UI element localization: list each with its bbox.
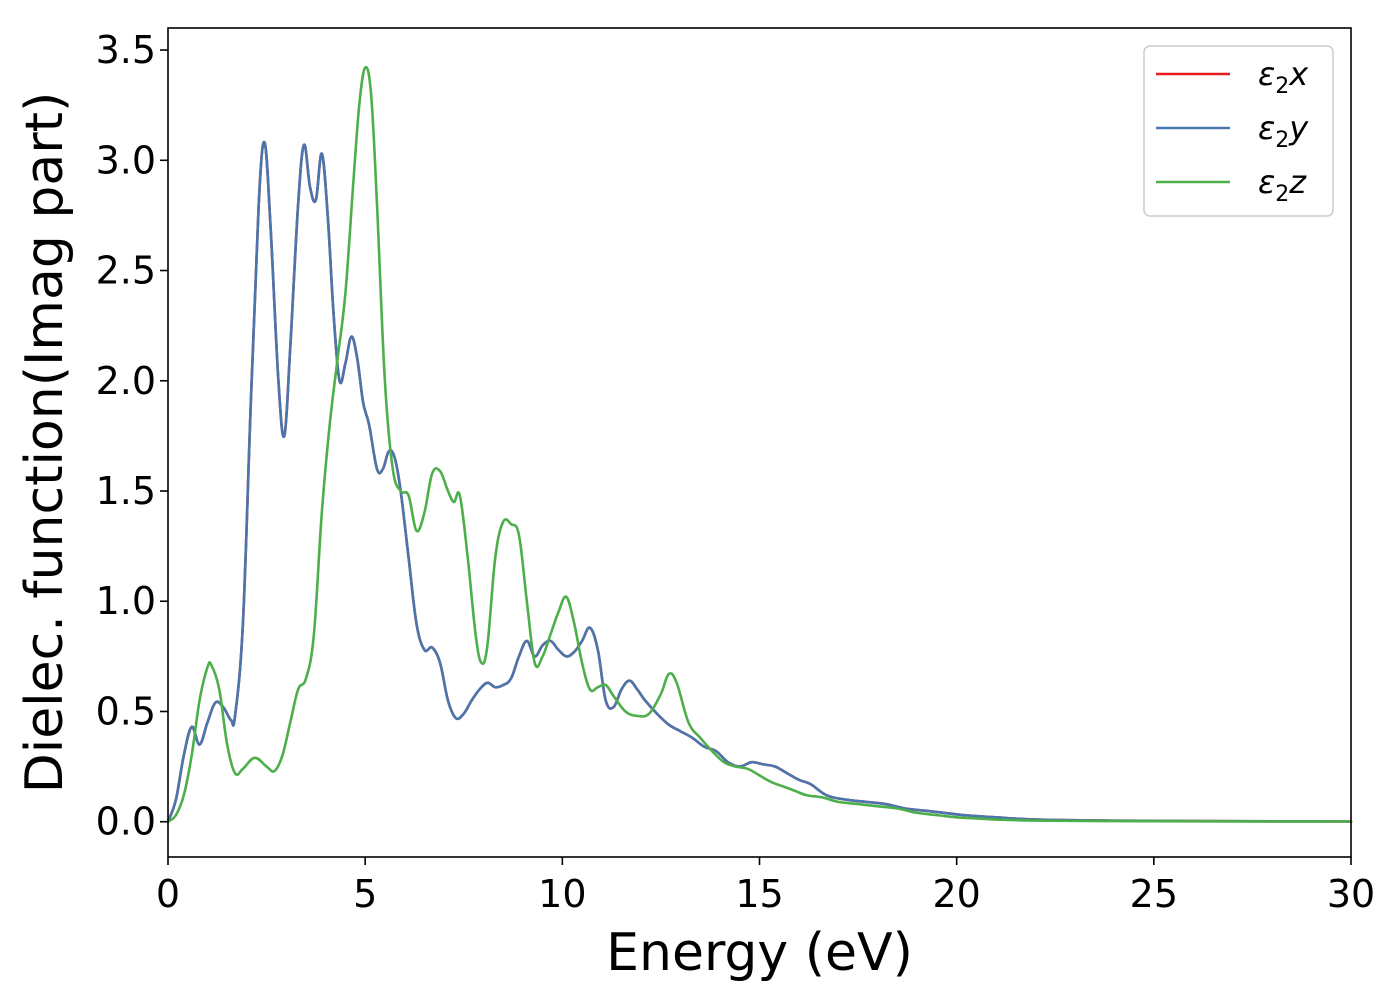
y-tick-label: 0.0 [96,800,156,844]
x-axis: 0 5 10 15 20 25 30 [156,857,1375,916]
x-tick-label: 25 [1130,872,1178,916]
x-tick-label: 20 [932,872,980,916]
x-tick-label: 10 [538,872,586,916]
x-tick-label: 30 [1327,872,1375,916]
series-line-y [166,140,1353,824]
x-tick-label: 0 [156,872,180,916]
y-axis-title: Dielec. function(Imag part) [15,92,75,794]
y-axis: 0.0 0.5 1.0 1.5 2.0 2.5 3.0 3.5 [96,28,168,844]
y-tick-label: 3.5 [96,28,156,72]
legend-label-x: ε2x [1258,55,1309,99]
y-tick-label: 1.5 [96,469,156,513]
plot-frame [167,27,1352,858]
x-axis-title: Energy (eV) [606,923,913,983]
series-layer [166,65,1353,824]
legend-label-y: ε2y [1258,109,1309,153]
legend: ε2x ε2y ε2z [1143,45,1334,217]
y-tick-label: 2.0 [96,359,156,403]
series-line-z [166,65,1353,824]
x-tick-label: 15 [735,872,783,916]
y-tick-label: 0.5 [96,689,156,733]
legend-box [1143,45,1334,217]
x-tick-label: 5 [353,872,377,916]
y-tick-label: 3.0 [96,138,156,182]
y-tick-label: 1.0 [96,579,156,623]
y-tick-label: 2.5 [96,249,156,293]
legend-label-z: ε2z [1258,163,1307,207]
